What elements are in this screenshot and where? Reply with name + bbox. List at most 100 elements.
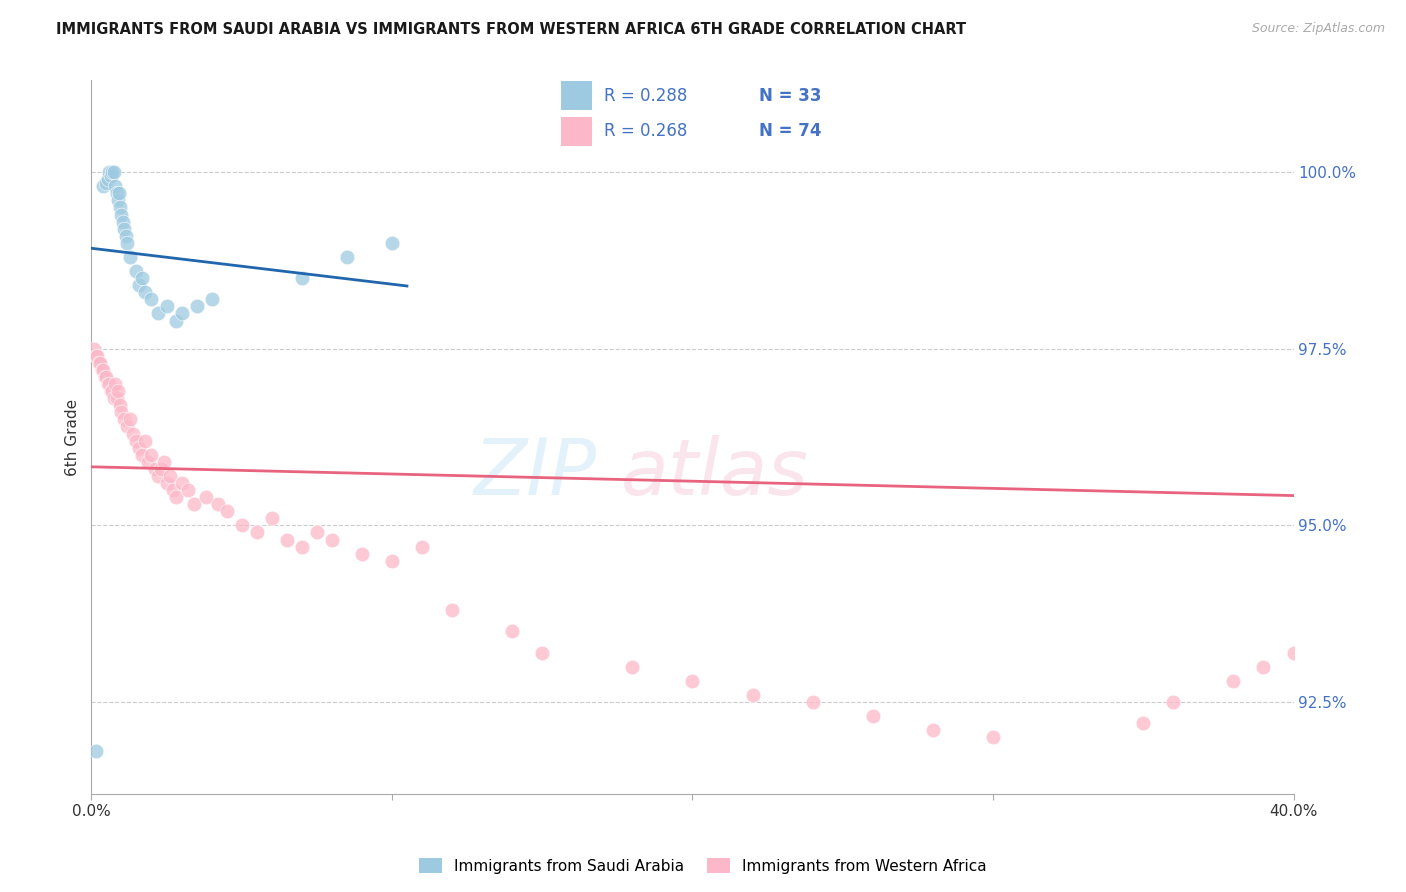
Point (138, 455, 160, 469)
Point (84, 744, 107, 758)
Point (89, 356, 111, 370)
Point (350, 547, 373, 561)
Point (93, 179, 115, 194)
Point (170, 475, 193, 490)
Point (128, 441, 150, 455)
Point (120, 412, 142, 426)
Point (231, 518, 253, 533)
Point (125, 434, 148, 448)
Point (207, 497, 229, 511)
Point (97, 377, 120, 392)
Point (96, 370, 118, 384)
Text: R = 0.268: R = 0.268 (605, 122, 688, 140)
Point (176, 483, 198, 497)
Point (108, 201, 131, 215)
Text: N = 33: N = 33 (759, 87, 821, 104)
Point (801, 695, 824, 709)
Point (165, 313, 187, 327)
Point (981, 731, 1004, 745)
Point (100, 384, 122, 399)
Point (1372, 165, 1395, 179)
Point (134, 434, 156, 448)
Point (1312, 179, 1334, 194)
Point (152, 455, 174, 469)
Point (128, 278, 150, 293)
Point (103, 165, 125, 179)
Point (111, 214, 134, 228)
Point (381, 554, 404, 568)
Point (117, 419, 139, 434)
Point (441, 603, 464, 617)
Point (115, 228, 138, 243)
Point (162, 483, 184, 497)
Point (276, 533, 298, 547)
Point (1403, 165, 1406, 179)
Point (741, 688, 763, 702)
Point (110, 207, 132, 221)
Point (165, 490, 187, 504)
Point (97, 172, 120, 186)
Point (321, 533, 343, 547)
Point (107, 384, 129, 399)
Point (1253, 659, 1275, 673)
Point (103, 391, 125, 405)
Point (98, 165, 121, 179)
Text: Source: ZipAtlas.com: Source: ZipAtlas.com (1251, 22, 1385, 36)
Point (246, 525, 269, 540)
Point (90, 363, 112, 377)
Bar (561, 81, 592, 110)
Point (100, 169, 122, 183)
Point (215, 504, 238, 518)
Bar (561, 117, 592, 145)
Point (1343, 165, 1365, 179)
Point (381, 235, 404, 250)
Legend: Immigrants from Saudi Arabia, Immigrants from Western Africa: Immigrants from Saudi Arabia, Immigrants… (413, 852, 993, 880)
Point (681, 673, 703, 688)
Point (305, 525, 328, 540)
Point (83, 342, 105, 356)
Point (84, 349, 107, 363)
Point (117, 235, 139, 250)
Point (87, 356, 110, 370)
Point (336, 250, 359, 264)
Point (201, 293, 224, 307)
Text: R = 0.288: R = 0.288 (605, 87, 688, 104)
Point (186, 299, 208, 313)
Text: ZIP: ZIP (474, 434, 596, 511)
Point (101, 384, 124, 399)
Point (141, 293, 163, 307)
Point (291, 271, 314, 285)
Point (143, 462, 166, 476)
Point (621, 659, 644, 673)
Point (110, 405, 132, 419)
Point (98, 377, 121, 392)
Point (105, 391, 128, 405)
Point (862, 709, 884, 723)
Point (101, 165, 124, 179)
Point (159, 469, 181, 483)
Point (411, 540, 433, 554)
Point (531, 646, 554, 660)
Point (105, 186, 128, 201)
Point (501, 624, 523, 639)
Point (114, 412, 136, 426)
Point (108, 398, 131, 412)
Point (146, 469, 169, 483)
Point (291, 540, 314, 554)
Point (194, 490, 217, 504)
Point (183, 497, 205, 511)
Point (131, 271, 153, 285)
Text: IMMIGRANTS FROM SAUDI ARABIA VS IMMIGRANTS FROM WESTERN AFRICA 6TH GRADE CORRELA: IMMIGRANTS FROM SAUDI ARABIA VS IMMIGRAN… (56, 22, 966, 37)
Point (120, 250, 142, 264)
Point (125, 264, 148, 278)
Point (122, 426, 145, 441)
Point (1132, 716, 1154, 731)
Point (922, 723, 945, 738)
Point (1222, 673, 1244, 688)
Point (104, 377, 127, 392)
Point (86, 349, 108, 363)
Point (155, 299, 177, 313)
Point (93, 363, 115, 377)
Point (170, 306, 193, 320)
Point (1161, 695, 1184, 709)
